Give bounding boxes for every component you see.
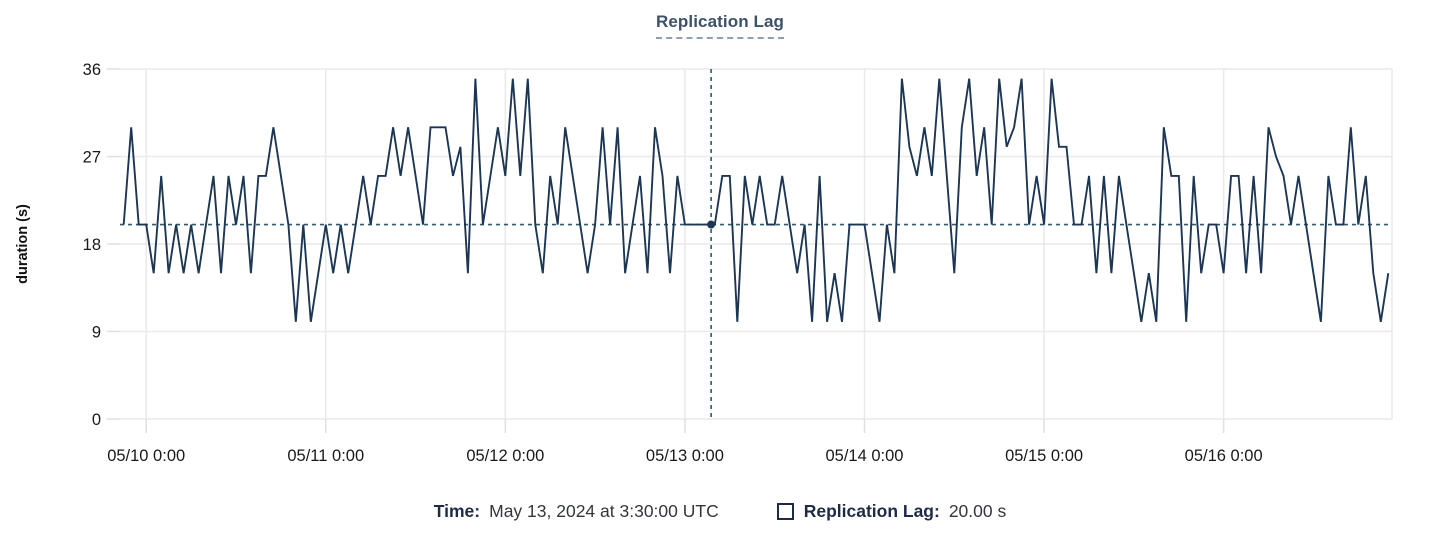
replication-lag-chart-canvas[interactable]: 0 9 18 27 36 05/10 0:00 05/11 0:00 05/12 0:00 05… [0, 0, 1440, 495]
y-tick-label: 0 [92, 411, 101, 429]
y-tick-label: 27 [83, 149, 101, 167]
time-label: Time: [433, 501, 481, 521]
chart-footer-legend: Time: May 13, 2024 at 3:30:00 UTC Replic… [0, 501, 1440, 522]
series-label: Replication Lag: [803, 501, 940, 521]
series-value: 20.00 s [948, 501, 1007, 521]
legend-item-replication-lag[interactable]: Replication Lag: 20.00 s [776, 501, 1007, 522]
x-tick-label: 05/10 0:00 [107, 447, 185, 465]
time-value: May 13, 2024 at 3:30:00 UTC [489, 501, 719, 521]
y-axis-title: duration (s) [15, 204, 31, 284]
replication-lag-series-line [122, 78, 1390, 322]
chart-title-wrap: Replication Lag [0, 12, 1440, 39]
x-tick-label: 05/13 0:00 [646, 447, 724, 465]
crosshair-point-marker [707, 220, 716, 229]
series-swatch-icon[interactable] [776, 503, 794, 520]
y-tick-label: 9 [92, 324, 101, 342]
crosshair-time-readout: Time: May 13, 2024 at 3:30:00 UTC [434, 501, 719, 522]
x-tick-label: 05/11 0:00 [287, 447, 364, 465]
x-tick-label: 05/14 0:00 [825, 447, 903, 465]
x-tick-label: 05/15 0:00 [1005, 447, 1083, 465]
x-tick-label: 05/12 0:00 [466, 447, 544, 465]
chart-title[interactable]: Replication Lag [655, 12, 785, 39]
y-tick-label: 36 [83, 61, 101, 79]
x-tick-label: 05/16 0:00 [1185, 447, 1263, 465]
y-tick-label: 18 [83, 236, 101, 254]
